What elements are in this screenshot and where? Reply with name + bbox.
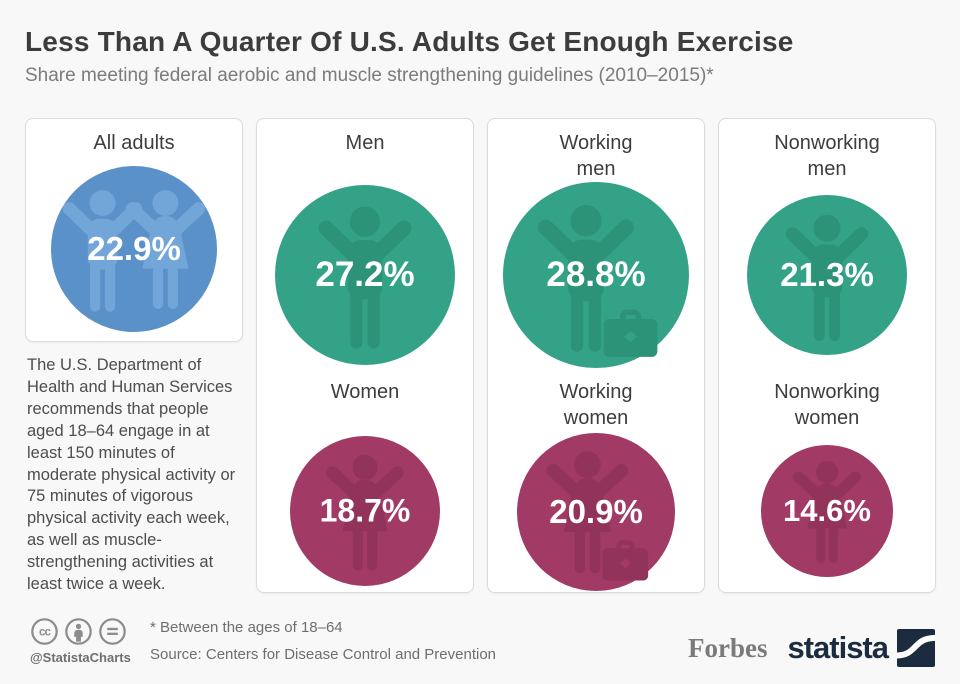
page-subtitle: Share meeting federal aerobic and muscle…	[25, 65, 714, 86]
footnote: * Between the ages of 18–64	[150, 619, 343, 636]
header: Less Than A Quarter Of U.S. Adults Get E…	[0, 0, 960, 87]
percent-value: 28.8%	[546, 255, 646, 294]
value-bubble-nonworking-women: 14.6%	[761, 445, 893, 578]
panel-label: Nonworking women	[774, 380, 880, 429]
statista-wordmark: statista	[787, 630, 889, 665]
cc-nd-icon	[99, 618, 126, 645]
value-bubble-women: 18.7%	[290, 436, 440, 587]
percent-value: 14.6%	[783, 493, 871, 529]
column-all-adults: All adults 22.9% The U.S. Department of …	[25, 118, 243, 596]
footer: cc @StatistaCharts * Between the ages of…	[25, 617, 935, 679]
cc-attribution-icon	[65, 618, 92, 645]
percent-value: 20.9%	[549, 492, 643, 530]
panel-card-men-women: Men 27.2% Women 1	[256, 118, 474, 593]
license-block: cc @StatistaCharts	[30, 617, 142, 665]
value-bubble-men: 27.2%	[275, 184, 455, 365]
forbes-logo: Forbes	[687, 632, 768, 663]
percent-value: 21.3%	[780, 255, 874, 293]
panel-label: Working men	[559, 132, 633, 180]
value-bubble-working-women: 20.9%	[517, 432, 675, 591]
value-bubble-working-men: 28.8%	[503, 182, 689, 368]
source-text: Source: Centers for Disease Control and …	[150, 646, 497, 663]
cc-icon: cc	[31, 618, 58, 645]
panel-grid: All adults 22.9% The U.S. Department of …	[25, 118, 936, 596]
percent-value: 22.9%	[87, 229, 181, 267]
value-bubble-nonworking-men: 21.3%	[747, 194, 907, 355]
recommendation-note: The U.S. Department of Health and Human …	[27, 356, 236, 594]
statista-logo-mark	[897, 629, 935, 667]
panel-label: Nonworking men	[774, 132, 880, 180]
panel-card-working: Working men 28.8% Working wome	[487, 118, 705, 593]
panel-card-nonworking: Nonworking men 21.3% Nonworking women	[718, 118, 936, 593]
panel-label: Working women	[559, 381, 633, 429]
panel-label: Women	[330, 380, 400, 403]
page-title: Less Than A Quarter Of U.S. Adults Get E…	[25, 26, 794, 57]
value-bubble-all-adults: 22.9%	[51, 165, 217, 332]
svg-text:cc: cc	[39, 626, 51, 639]
statista-charts-handle: @StatistaCharts	[30, 650, 131, 665]
panel-label: Men	[345, 132, 385, 154]
percent-value: 18.7%	[319, 492, 411, 529]
panel-label: All adults	[93, 132, 175, 154]
percent-value: 27.2%	[315, 254, 415, 294]
panel-card-all-adults: All adults 22.9%	[25, 118, 243, 342]
